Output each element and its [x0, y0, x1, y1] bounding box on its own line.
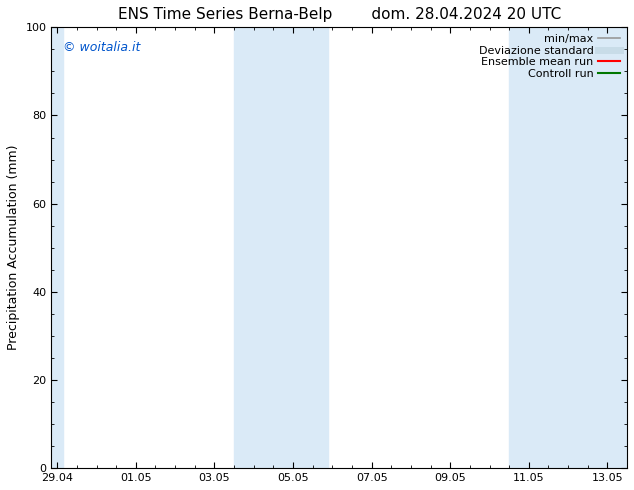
Y-axis label: Precipitation Accumulation (mm): Precipitation Accumulation (mm)	[7, 145, 20, 350]
Title: ENS Time Series Berna-Belp        dom. 28.04.2024 20 UTC: ENS Time Series Berna-Belp dom. 28.04.20…	[117, 7, 561, 22]
Bar	[509, 27, 627, 468]
Bar	[51, 27, 63, 468]
Bar	[234, 27, 328, 468]
Legend: min/max, Deviazione standard, Ensemble mean run, Controll run: min/max, Deviazione standard, Ensemble m…	[474, 29, 625, 83]
Text: © woitalia.it: © woitalia.it	[63, 41, 140, 53]
